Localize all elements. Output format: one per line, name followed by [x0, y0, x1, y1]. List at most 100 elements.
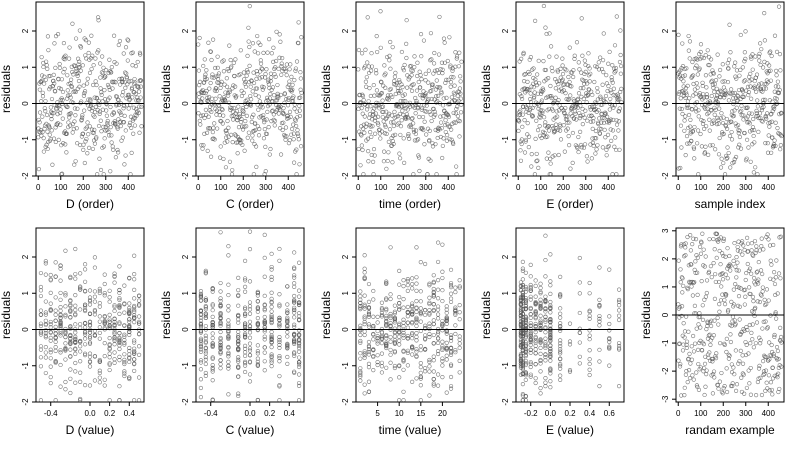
data-point [434, 172, 439, 177]
data-point [94, 135, 99, 140]
data-point [210, 356, 215, 361]
data-point [447, 101, 452, 107]
data-point [387, 87, 392, 92]
data-point [553, 122, 559, 127]
data-point [108, 125, 113, 130]
data-point [266, 125, 271, 130]
data-point [358, 351, 363, 356]
data-point [68, 274, 73, 279]
data-point [695, 85, 700, 90]
data-point [566, 97, 571, 102]
data-point [689, 344, 694, 349]
y-tick-label: 2 [501, 254, 510, 259]
data-point [92, 333, 98, 338]
data-point [752, 239, 758, 244]
data-point [53, 274, 58, 279]
data-point [548, 310, 553, 315]
data-point [436, 93, 441, 98]
data-point [212, 137, 217, 142]
data-point [375, 353, 380, 358]
data-point [85, 151, 90, 156]
data-point [448, 65, 453, 70]
data-point [589, 104, 595, 109]
data-point [705, 100, 711, 105]
data-point [418, 374, 423, 380]
data-point [707, 63, 712, 68]
data-point [584, 154, 589, 159]
data-point [55, 112, 60, 117]
data-point [401, 284, 406, 289]
data-point [538, 386, 543, 391]
data-point [614, 172, 619, 177]
data-point [247, 372, 253, 377]
data-point [366, 314, 372, 320]
data-point [688, 248, 693, 253]
data-point [38, 308, 44, 313]
data-point [242, 258, 248, 263]
data-point [538, 369, 543, 374]
data-point [772, 138, 777, 143]
data-point [122, 373, 127, 379]
data-point [236, 293, 241, 299]
data-point [220, 121, 225, 126]
data-point [761, 372, 766, 378]
data-point [107, 361, 112, 366]
data-point [431, 286, 436, 292]
data-point [528, 297, 533, 302]
data-point [220, 107, 225, 112]
data-point [38, 347, 44, 352]
data-point [751, 253, 756, 258]
data-point [730, 91, 735, 96]
data-point [296, 20, 301, 25]
data-point [58, 305, 63, 310]
data-point [109, 133, 114, 138]
data-point [297, 103, 302, 108]
data-point [710, 391, 716, 396]
data-point [520, 112, 525, 117]
data-point [388, 377, 393, 382]
data-point [751, 116, 756, 122]
data-point [557, 122, 562, 127]
data-point [689, 139, 694, 144]
data-point [567, 79, 572, 85]
data-point [700, 121, 706, 126]
data-point [582, 115, 587, 120]
data-point [726, 352, 731, 357]
data-point [429, 96, 434, 102]
data-point [543, 354, 548, 360]
data-point [45, 34, 51, 39]
data-point [554, 54, 559, 59]
data-point [111, 111, 116, 116]
data-point [358, 356, 363, 361]
data-point [380, 98, 385, 103]
data-point [114, 102, 119, 107]
data-point [611, 117, 616, 123]
y-tick-label: 2 [341, 254, 350, 259]
data-point [386, 97, 391, 102]
data-point [545, 108, 550, 113]
data-point [96, 18, 101, 23]
data-point [547, 31, 552, 36]
data-point [388, 311, 393, 317]
data-point [548, 161, 553, 166]
data-point [366, 389, 372, 394]
data-point [706, 152, 711, 157]
data-point [48, 272, 53, 278]
data-point [68, 308, 73, 313]
data-point [53, 339, 58, 344]
data-point [258, 104, 263, 109]
data-point [138, 78, 144, 83]
data-point [581, 86, 586, 91]
x-tick-label: 300 [259, 183, 273, 192]
data-point [528, 347, 533, 353]
data-point [132, 303, 137, 309]
data-point [538, 281, 543, 286]
data-point [269, 340, 274, 345]
data-point [36, 117, 41, 123]
point-group [198, 229, 302, 403]
data-point [38, 355, 44, 360]
data-point [283, 137, 288, 142]
data-point [410, 116, 415, 121]
data-point [218, 340, 223, 345]
